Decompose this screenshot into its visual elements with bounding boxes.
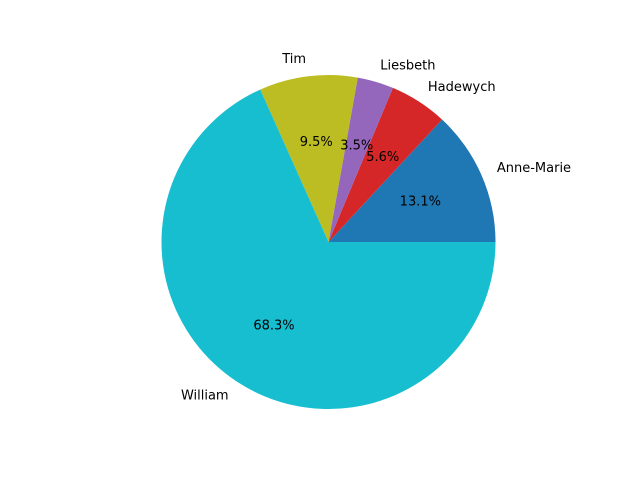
percent-label-william: 68.3% (253, 319, 294, 334)
slice-liesbeth (328, 77, 393, 242)
category-label-hadewych: Hadewych (428, 80, 496, 95)
percent-label-hadewych: 5.6% (366, 150, 399, 165)
slice-anne-marie (328, 119, 496, 242)
category-label-anne-marie: Anne-Marie (497, 161, 571, 176)
slice-tim (260, 75, 358, 243)
category-label-tim: Tim (281, 52, 306, 67)
percent-label-anne-marie: 13.1% (400, 194, 441, 209)
slice-william (161, 89, 496, 409)
category-label-william: William (181, 389, 229, 404)
percent-label-liesbeth: 3.5% (340, 138, 373, 153)
pie-labels: Anne-Marie 13.1% Hadewych 5.6% Liesbeth 3.5% T… (181, 52, 571, 403)
slice-hadewych (328, 87, 443, 242)
category-label-liesbeth: Liesbeth (380, 58, 435, 73)
pie-slices (161, 75, 496, 409)
percent-label-tim: 9.5% (300, 135, 333, 150)
